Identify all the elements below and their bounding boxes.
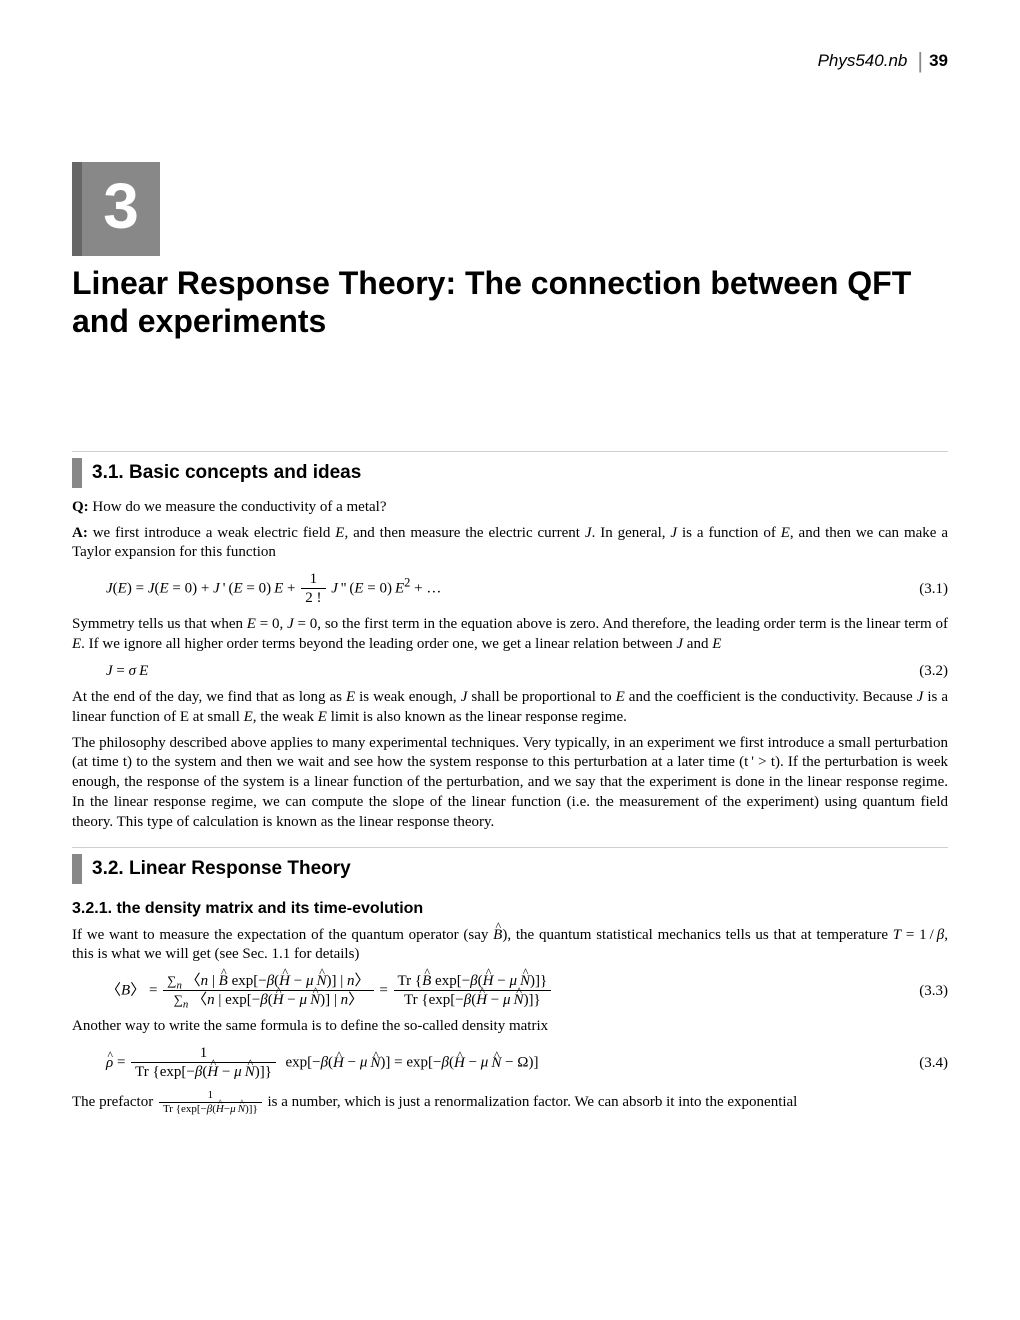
paragraph-expectation: If we want to measure the expectation of… xyxy=(72,926,948,966)
sym-j-3: J xyxy=(287,616,294,632)
sym-e-5: E xyxy=(712,636,721,652)
subsection-3-2-1-title: 3.2.1. the density matrix and its time-e… xyxy=(72,900,948,918)
equation-3-3: 〈B〉 = ∑n 〈n | B exp[−β(H − μ N)] | n〉 ∑n… xyxy=(72,973,948,1009)
a-label: A: xyxy=(72,525,88,541)
header-filename: Phys540.nb xyxy=(818,51,908,70)
sym-e-2: E xyxy=(781,525,790,541)
equation-3-2-body: J = σ E xyxy=(72,663,888,680)
p32-1b: ), the quantum statistical mechanics tel… xyxy=(502,927,892,943)
chapter-title: Linear Response Theory: The connection b… xyxy=(72,264,948,341)
a-t1: we first introduce a weak electric field xyxy=(88,525,335,541)
equation-3-4-body: ρ = 1 Tr {exp[−β(H − μ N)]} exp[−β(H − μ… xyxy=(72,1045,888,1081)
header-page-number: 39 xyxy=(929,51,948,70)
equation-3-4-number: (3.4) xyxy=(888,1055,948,1072)
paragraph-answer: A: we first introduce a weak electric fi… xyxy=(72,524,948,564)
p32-3a: The prefactor xyxy=(72,1094,157,1110)
p2d: . If we ignore all higher order terms be… xyxy=(81,636,676,652)
chapter-number-box: 3 xyxy=(72,162,160,256)
paragraph-prefactor: The prefactor 1 Tr {exp[−β(H−μ N)]} is a… xyxy=(72,1089,948,1116)
section-3-1-header: 3.1. Basic concepts and ideas xyxy=(72,451,948,488)
p2c: = 0, so the first term in the equation a… xyxy=(294,616,948,632)
sym-e-6: E xyxy=(346,689,355,705)
header-separator: | xyxy=(917,48,923,73)
p3c: shall be proportional to xyxy=(467,689,615,705)
page-container: Phys540.nb | 39 3 Linear Response Theory: … xyxy=(0,0,1020,1320)
p2e: and xyxy=(683,636,712,652)
equation-3-1-body: J(E) = J(E = 0) + J ' (E = 0) E + 12 ! J… xyxy=(72,571,888,607)
equation-3-1-number: (3.1) xyxy=(888,581,948,598)
equation-3-3-number: (3.3) xyxy=(888,983,948,1000)
paragraph-conductivity: At the end of the day, we find that as l… xyxy=(72,688,948,728)
equation-3-4: ρ = 1 Tr {exp[−β(H − μ N)]} exp[−β(H − μ… xyxy=(72,1045,948,1081)
p3b: is weak enough, xyxy=(355,689,461,705)
equation-3-2: J = σ E (3.2) xyxy=(72,663,948,680)
section-3-1-title: 3.1. Basic concepts and ideas xyxy=(72,458,361,488)
sym-e-9: E xyxy=(318,709,327,725)
sym-b-hat: B xyxy=(493,926,502,946)
sym-e-4: E xyxy=(72,636,81,652)
q-text: How do we measure the conductivity of a … xyxy=(89,499,387,515)
sym-e-3: E xyxy=(247,616,256,632)
q-label: Q: xyxy=(72,499,89,515)
paragraph-symmetry: Symmetry tells us that when E = 0, J = 0… xyxy=(72,615,948,655)
p3d: and the coefficient is the conductivity.… xyxy=(625,689,917,705)
a-t2: , and then measure the electric current xyxy=(344,525,584,541)
paragraph-question: Q: How do we measure the conductivity of… xyxy=(72,498,948,518)
p3f: , the weak xyxy=(253,709,318,725)
a-t4: is a function of xyxy=(677,525,781,541)
paragraph-density-matrix-intro: Another way to write the same formula is… xyxy=(72,1017,948,1037)
sym-t: T xyxy=(893,927,901,943)
p32-1a: If we want to measure the expectation of… xyxy=(72,927,493,943)
p2b: = 0, xyxy=(256,616,287,632)
p32-3b: is a number, which is just a renormaliza… xyxy=(268,1094,798,1110)
section-3-2-header: 3.2. Linear Response Theory xyxy=(72,847,948,884)
paragraph-philosophy: The philosophy described above applies t… xyxy=(72,734,948,833)
equation-3-1: J(E) = J(E = 0) + J ' (E = 0) E + 12 ! J… xyxy=(72,571,948,607)
equation-3-2-number: (3.2) xyxy=(888,663,948,680)
running-header: Phys540.nb | 39 xyxy=(72,46,948,72)
inline-fraction-prefactor: 1 Tr {exp[−β(H−μ N)]} xyxy=(159,1089,262,1116)
equation-3-3-body: 〈B〉 = ∑n 〈n | B exp[−β(H − μ N)] | n〉 ∑n… xyxy=(72,973,888,1009)
p2a: Symmetry tells us that when xyxy=(72,616,247,632)
sym-e-8: E xyxy=(244,709,253,725)
p3g: limit is also known as the linear respon… xyxy=(327,709,627,725)
p3a: At the end of the day, we find that as l… xyxy=(72,689,346,705)
sym-e-7: E xyxy=(616,689,625,705)
section-3-2-title: 3.2. Linear Response Theory xyxy=(72,854,351,884)
sym-j-1: J xyxy=(585,525,592,541)
chapter-number: 3 xyxy=(103,169,139,243)
a-t3: . In general, xyxy=(592,525,671,541)
